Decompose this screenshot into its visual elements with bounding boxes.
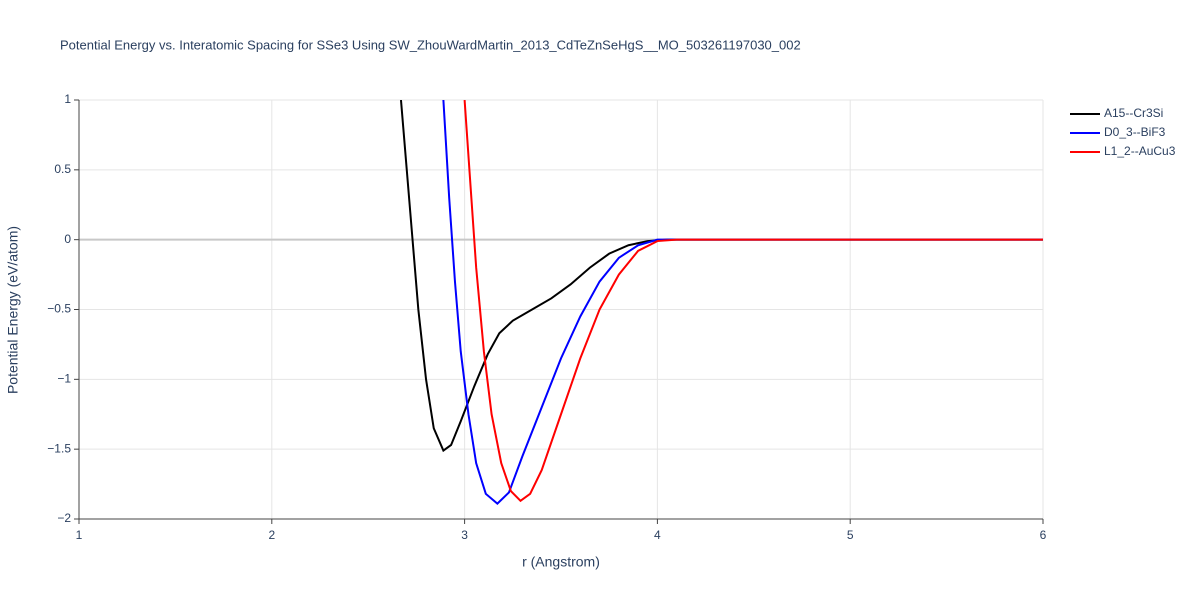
x-tick-label: 5 [847, 528, 854, 542]
y-tick-label: 1 [64, 92, 71, 106]
legend: A15--Cr3Si D0_3--BiF3 L1_2--AuCu3 [1070, 106, 1176, 158]
legend-label: D0_3--BiF3 [1104, 125, 1166, 139]
series-line [463, 100, 1043, 503]
x-axis-title: r (Angstrom) [522, 554, 600, 570]
y-tick-label: 0 [64, 232, 71, 246]
y-tick-label: −2 [57, 511, 71, 525]
series-line [442, 100, 1043, 505]
y-axis-title: Potential Energy (eV/atom) [5, 226, 21, 394]
legend-label: A15--Cr3Si [1104, 106, 1163, 120]
grid: 1 2 3 4 5 6 −2 −1.5 −1 −0.5 0 0.5 1 [47, 92, 1046, 542]
y-tick-label: −0.5 [47, 302, 71, 316]
x-tick-label: 4 [654, 528, 661, 542]
x-tick-label: 2 [268, 528, 275, 542]
legend-label: L1_2--AuCu3 [1104, 144, 1176, 158]
y-tick-label: −1 [57, 372, 71, 386]
series-line [399, 100, 1043, 453]
y-tick-label: 0.5 [54, 162, 71, 176]
x-tick-label: 3 [461, 528, 468, 542]
plot-area [399, 100, 1043, 505]
y-tick-label: −1.5 [47, 441, 71, 455]
x-tick-label: 6 [1040, 528, 1047, 542]
x-tick-label: 1 [76, 528, 83, 542]
chart-title: Potential Energy vs. Interatomic Spacing… [60, 37, 801, 52]
